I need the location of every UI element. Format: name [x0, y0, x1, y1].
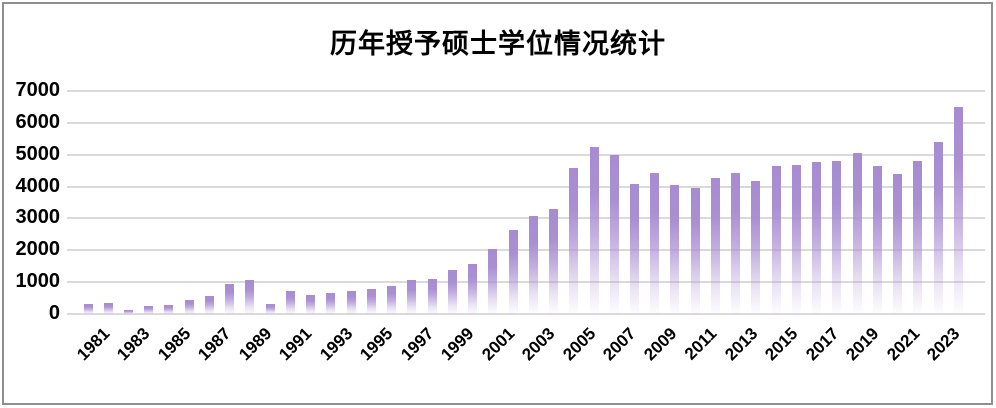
- bar-1993: [326, 292, 336, 314]
- bar-2018: [832, 161, 842, 314]
- bar-1994: [346, 290, 356, 314]
- y-tick-label: 1000: [15, 270, 61, 293]
- bar-2012: [710, 178, 720, 314]
- bar-1988: [225, 283, 235, 314]
- bar-1989: [245, 279, 255, 314]
- bar-1997: [407, 280, 417, 314]
- bar-2000: [468, 263, 478, 314]
- chart-title: 历年授予硕士学位情况统计: [330, 29, 666, 59]
- bar-2024: [953, 106, 963, 314]
- y-tick-label: 5000: [15, 142, 61, 165]
- bar-1995: [366, 288, 376, 314]
- bar-2013: [731, 173, 741, 314]
- gridline-4000: [67, 185, 985, 188]
- bar-2007: [609, 154, 619, 314]
- y-tick-label: 7000: [15, 79, 61, 101]
- y-tick-label: 6000: [15, 110, 61, 133]
- bar-2020: [872, 165, 882, 314]
- bar-1998: [427, 279, 437, 314]
- bar-1981: [83, 304, 93, 314]
- bar-2014: [751, 181, 761, 314]
- bar-2004: [549, 209, 559, 314]
- y-tick-label: 3000: [15, 206, 61, 229]
- bar-2009: [650, 172, 660, 314]
- y-tick-label: 4000: [15, 174, 61, 197]
- gridline-1000: [67, 281, 985, 284]
- bar-2005: [569, 168, 579, 314]
- bar-1991: [285, 291, 295, 314]
- bar-2021: [893, 174, 903, 314]
- bar-2019: [852, 153, 862, 314]
- bar-1987: [204, 296, 214, 314]
- bar-1996: [387, 285, 397, 314]
- bar-1982: [103, 303, 113, 314]
- gridline-2000: [67, 249, 985, 252]
- bar-1985: [164, 305, 174, 314]
- bar-2001: [488, 249, 498, 314]
- bar-2006: [589, 146, 599, 314]
- bar-2017: [812, 162, 822, 314]
- bar-2003: [528, 215, 538, 314]
- bar-1986: [184, 299, 194, 314]
- y-tick-label: 0: [48, 302, 60, 324]
- bar-1999: [447, 270, 457, 314]
- bar-1992: [306, 294, 316, 314]
- bar-1990: [265, 304, 275, 314]
- y-tick-label: 2000: [15, 238, 61, 261]
- bar-2015: [771, 166, 781, 314]
- plot-area: [67, 90, 985, 315]
- bar-2010: [670, 185, 680, 314]
- gridline-6000: [67, 121, 985, 124]
- bar-2008: [629, 184, 639, 314]
- bar-2016: [791, 164, 801, 314]
- bar-1983: [123, 309, 133, 314]
- bar-1984: [144, 306, 154, 314]
- bar-2002: [508, 230, 518, 314]
- bar-2023: [933, 141, 943, 314]
- bar-2011: [690, 188, 700, 314]
- gridline-7000: [67, 90, 985, 92]
- gridline-0: [67, 313, 985, 315]
- gridline-3000: [67, 217, 985, 220]
- gridline-5000: [67, 153, 985, 156]
- bar-2022: [913, 161, 923, 314]
